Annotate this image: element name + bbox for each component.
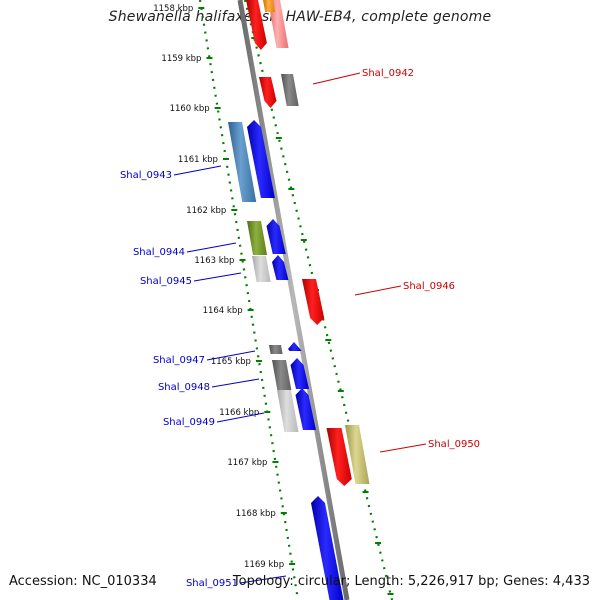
cog-shal-0945 bbox=[252, 256, 271, 282]
tick-label: 1167 kbp bbox=[227, 458, 267, 468]
gene-shal-0943-arrow bbox=[247, 120, 275, 198]
cog-shal-0950 bbox=[345, 425, 370, 484]
tick-label: 1163 kbp bbox=[194, 256, 234, 266]
leader-line-shal-0944 bbox=[186, 242, 237, 253]
leader-line-shal-0947 bbox=[206, 350, 256, 361]
tick-label: 1159 kbp bbox=[161, 54, 201, 64]
leader-line-shal-0950 bbox=[379, 443, 427, 453]
cog-shal-0942 bbox=[281, 74, 299, 106]
tick-label: 1161 kbp bbox=[178, 155, 218, 165]
gene-label-shal-0944: Shal_0944 bbox=[133, 247, 185, 258]
tick-label: 1165 kbp bbox=[211, 357, 251, 367]
tick-label: 1169 kbp bbox=[244, 560, 284, 570]
leader-line-shal-0942 bbox=[312, 72, 361, 85]
tick-label: 1158 kbp bbox=[153, 4, 193, 14]
gene-label-shal-0948: Shal_0948 bbox=[158, 382, 210, 393]
gene-shal-0947-arrow bbox=[288, 342, 302, 351]
gene-partial-top-forward bbox=[246, 0, 267, 50]
leader-line-shal-0951 bbox=[239, 575, 287, 584]
cog-shal-0948 bbox=[272, 360, 292, 390]
gene-shal-0942-arrow bbox=[259, 77, 277, 108]
leader-line-shal-0949 bbox=[216, 412, 265, 423]
map-title: Shewanella halifaxensis HAW-EB4, complet… bbox=[108, 9, 492, 25]
leader-line-shal-0948 bbox=[211, 378, 260, 388]
tick-layer: 1158 kbp 1159 kbp 1160 kbp 1161 kbp 1162 kbp… bbox=[153, 4, 394, 595]
feature-layer bbox=[228, 0, 370, 600]
gene-label-shal-0942: Shal_0942 bbox=[362, 68, 414, 79]
gene-shal-0945-arrow bbox=[272, 255, 289, 280]
gene-shal-0951-arrow bbox=[311, 496, 344, 600]
tick-label: 1166 kbp bbox=[219, 408, 259, 418]
gene-label-shal-0949: Shal_0949 bbox=[163, 417, 215, 428]
cog-partial-top-orange bbox=[263, 0, 276, 12]
gene-shal-0944-arrow bbox=[266, 219, 286, 254]
gene-shal-0950-arrow bbox=[326, 428, 352, 486]
accession-text: Accession: NC_010334 bbox=[9, 574, 157, 589]
gene-label-shal-0950: Shal_0950 bbox=[428, 439, 480, 450]
label-layer: Shal_0942 Shal_0943 Shal_0944 Shal_0945 Shal… bbox=[120, 68, 480, 589]
leader-line-shal-0945 bbox=[193, 272, 242, 282]
gene-shal-0948-arrow bbox=[290, 358, 310, 389]
gene-shal-0949-arrow bbox=[295, 388, 316, 430]
gene-label-shal-0945: Shal_0945 bbox=[140, 276, 192, 287]
cog-shal-0944 bbox=[247, 221, 268, 255]
cog-shal-0949 bbox=[277, 390, 299, 432]
tick-label: 1168 kbp bbox=[236, 509, 276, 519]
gene-label-shal-0946: Shal_0946 bbox=[403, 281, 455, 292]
cog-shal-0947 bbox=[269, 345, 283, 354]
gene-label-shal-0951: Shal_0951 bbox=[186, 578, 238, 589]
gene-label-shal-0943: Shal_0943 bbox=[120, 170, 172, 181]
tick-label: 1162 kbp bbox=[186, 206, 226, 216]
leader-line-shal-0943 bbox=[173, 165, 222, 176]
leader-line-shal-0946 bbox=[354, 285, 402, 296]
gene-shal-0946-arrow bbox=[302, 279, 325, 325]
tick-label: 1164 kbp bbox=[203, 306, 243, 316]
gene-label-shal-0947: Shal_0947 bbox=[153, 355, 205, 366]
genome-backbone bbox=[237, 0, 350, 600]
genome-summary-text: Topology: circular; Length: 5,226,917 bp… bbox=[232, 574, 590, 589]
cog-shal-0943 bbox=[228, 122, 257, 202]
tick-label: 1160 kbp bbox=[170, 104, 210, 114]
